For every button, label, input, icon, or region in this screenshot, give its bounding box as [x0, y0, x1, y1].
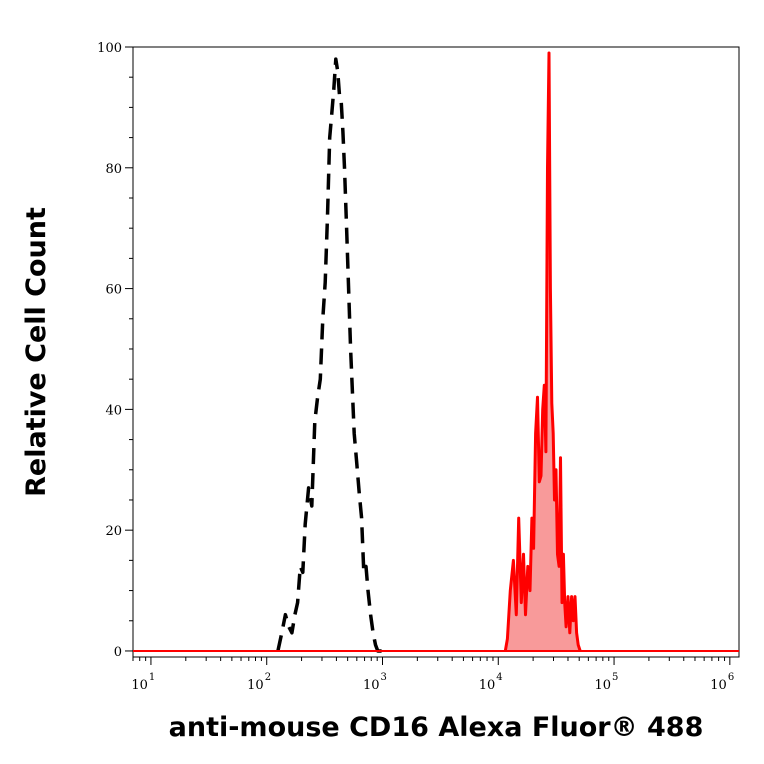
x-tick-exp: 2: [265, 672, 271, 683]
y-tick-label: 60: [105, 283, 122, 298]
y-tick-label: 100: [97, 41, 122, 56]
x-tick-exp: 6: [728, 672, 734, 683]
x-tick-base: 10: [479, 678, 496, 693]
series-1-line: [503, 51, 582, 652]
x-tick-base: 10: [247, 678, 264, 693]
y-tick-label: 0: [114, 645, 122, 660]
series-1-area: [505, 53, 581, 651]
series-layer: [133, 51, 739, 653]
y-axis: 0 20 40 60 80 100: [97, 41, 133, 660]
x-tick-label: 106: [710, 672, 734, 693]
y-tick-label: 40: [105, 403, 122, 418]
plot-border: [132, 46, 740, 658]
x-tick-label: 101: [131, 672, 155, 693]
y-tick-label: 20: [105, 524, 122, 539]
x-tick-label: 105: [595, 672, 619, 693]
y-tick-label: 80: [105, 162, 122, 177]
x-tick-base: 10: [131, 678, 148, 693]
x-tick-base: 10: [363, 678, 380, 693]
x-tick-base: 10: [710, 678, 727, 693]
plot-frame: [132, 46, 740, 658]
x-tick-exp: 1: [149, 672, 155, 683]
x-tick-exp: 5: [612, 672, 618, 683]
x-tick-exp: 3: [380, 672, 386, 683]
x-tick-label: 102: [247, 672, 271, 693]
x-tick-label: 103: [363, 672, 387, 693]
series-0-line: [276, 57, 383, 653]
x-axis-title: anti-mouse CD16 Alexa Fluor® 488: [169, 712, 704, 743]
y-axis-title: Relative Cell Count: [21, 207, 52, 497]
x-tick-label: 104: [479, 672, 503, 693]
x-tick-base: 10: [595, 678, 612, 693]
x-tick-exp: 4: [496, 672, 502, 683]
